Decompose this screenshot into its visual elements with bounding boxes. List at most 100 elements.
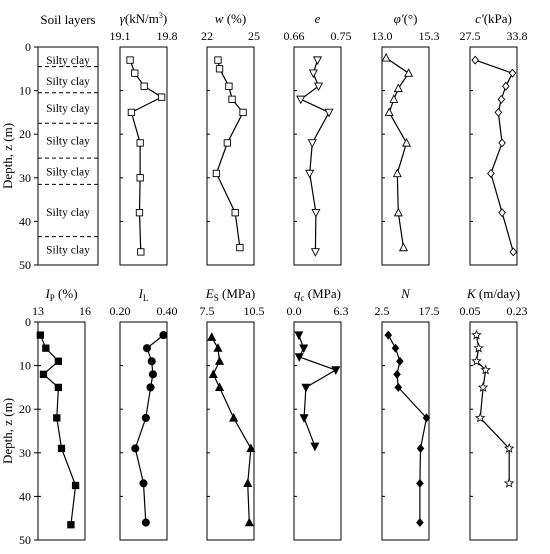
- x-tick-label-min: 0.0: [287, 304, 302, 318]
- data-point: [422, 413, 431, 423]
- depth-tick-label: 40: [19, 489, 31, 503]
- depth-tick-label: 10: [19, 84, 31, 98]
- data-point: [208, 369, 218, 378]
- panel-title-symbol: w: [215, 11, 224, 26]
- property-panel-9: qc (MPa)0.0 6.3: [287, 286, 349, 541]
- panel-frame: [119, 321, 168, 541]
- data-point: [243, 478, 253, 487]
- data-point: [393, 207, 403, 217]
- data-point: [246, 443, 256, 453]
- panel-frame: [381, 46, 430, 266]
- data-point: [480, 364, 491, 375]
- data-point: [294, 353, 304, 362]
- data-point: [36, 331, 45, 339]
- data-point: [498, 138, 506, 148]
- data-point: [477, 381, 489, 392]
- panel-title-subscript: L: [143, 293, 149, 303]
- depth-axis-label-0: Depth, z (m): [0, 123, 15, 189]
- panel-title-8: ES (MPa): [205, 286, 255, 303]
- panel-title-symbol: E: [205, 286, 214, 301]
- data-point: [391, 343, 400, 353]
- data-point: [384, 330, 393, 340]
- panel-title-symbol: N: [400, 286, 411, 301]
- x-tick-label-min: 27.5: [460, 29, 481, 43]
- panel-title-7: IL: [138, 286, 149, 303]
- property-panel-3: e 0.66 0.75: [284, 11, 352, 266]
- layer-label: Silty clay: [46, 103, 90, 115]
- layer-label: Silty clay: [46, 55, 90, 67]
- series-line: [299, 59, 330, 252]
- panel-title-9: qc (MPa): [294, 286, 341, 303]
- x-tick-label-max: 10.5: [244, 304, 265, 318]
- depth-tick-label: 50: [19, 533, 31, 547]
- data-point: [57, 444, 66, 453]
- data-point: [135, 209, 144, 217]
- data-point: [502, 81, 510, 91]
- data-point: [498, 208, 506, 218]
- property-panel-8: ES (MPa)7.5 10.5: [200, 286, 265, 541]
- panel-title-unit: (MPa): [219, 286, 255, 301]
- data-point: [131, 69, 139, 77]
- data-point: [471, 355, 482, 366]
- panel-title-1: γ(kN/m3): [120, 11, 167, 26]
- x-tick-label-min: 0.66: [284, 29, 305, 43]
- data-point: [299, 414, 309, 423]
- data-point: [393, 83, 403, 93]
- data-point: [228, 95, 236, 103]
- data-point: [42, 344, 50, 352]
- data-point: [294, 331, 304, 341]
- x-tick-label-max: 17.5: [419, 304, 440, 318]
- data-point: [141, 413, 150, 422]
- x-tick-label-max: 15.3: [419, 29, 440, 43]
- data-point: [331, 366, 341, 375]
- data-point: [126, 56, 134, 64]
- data-point: [142, 344, 152, 353]
- data-point: [296, 95, 306, 105]
- data-point: [389, 94, 399, 103]
- panel-title-subscript: P: [50, 293, 55, 303]
- panel-title-symbol: e: [315, 11, 321, 26]
- x-tick-label-min: 19.1: [110, 29, 131, 43]
- property-panel-1: γ(kN/m3) 19.1 19.8: [110, 11, 178, 266]
- data-point: [159, 331, 168, 340]
- data-point: [53, 414, 61, 422]
- panel-title-symbol: I: [138, 286, 144, 301]
- series-line: [475, 335, 510, 484]
- panel-title-unit: (m/day): [476, 286, 520, 301]
- depth-tick-label: 0: [25, 40, 31, 54]
- series-line: [475, 59, 514, 253]
- panel-frame: [206, 46, 255, 266]
- data-point: [416, 518, 424, 528]
- panel-frame: [293, 321, 342, 541]
- data-point: [392, 168, 402, 178]
- data-point: [305, 169, 315, 179]
- data-point: [416, 478, 424, 488]
- x-tick-label-max: 33.8: [507, 29, 528, 43]
- panel-title-symbol: K: [466, 286, 477, 301]
- depth-tick-label: 40: [19, 214, 31, 228]
- depth-tick-label: 20: [19, 127, 31, 141]
- panel-title-symbol: I: [44, 286, 50, 301]
- data-point: [236, 243, 244, 252]
- depth-tick-label: 10: [19, 359, 31, 373]
- data-point: [207, 332, 217, 341]
- x-tick-label-max: 19.8: [157, 29, 178, 43]
- data-point: [67, 521, 75, 529]
- property-panel-6: IP (%)13 16: [32, 286, 91, 541]
- depth-tick-label: 30: [19, 171, 31, 185]
- depth-axis-label-1: Depth, z (m): [0, 398, 15, 464]
- data-point: [148, 370, 157, 379]
- data-point: [474, 412, 486, 423]
- panel-title-unit: (kN/m: [125, 11, 159, 26]
- x-tick-label-max: 16: [79, 304, 91, 318]
- soil-layers-frame: [37, 46, 99, 266]
- data-point: [310, 442, 320, 452]
- data-point: [416, 443, 425, 453]
- data-point: [473, 342, 484, 353]
- data-point: [497, 94, 506, 104]
- panel-frame: [381, 321, 430, 541]
- data-point: [214, 56, 222, 64]
- series-line: [387, 334, 428, 523]
- x-tick-label-max: 0.75: [331, 29, 352, 43]
- data-point: [381, 52, 391, 62]
